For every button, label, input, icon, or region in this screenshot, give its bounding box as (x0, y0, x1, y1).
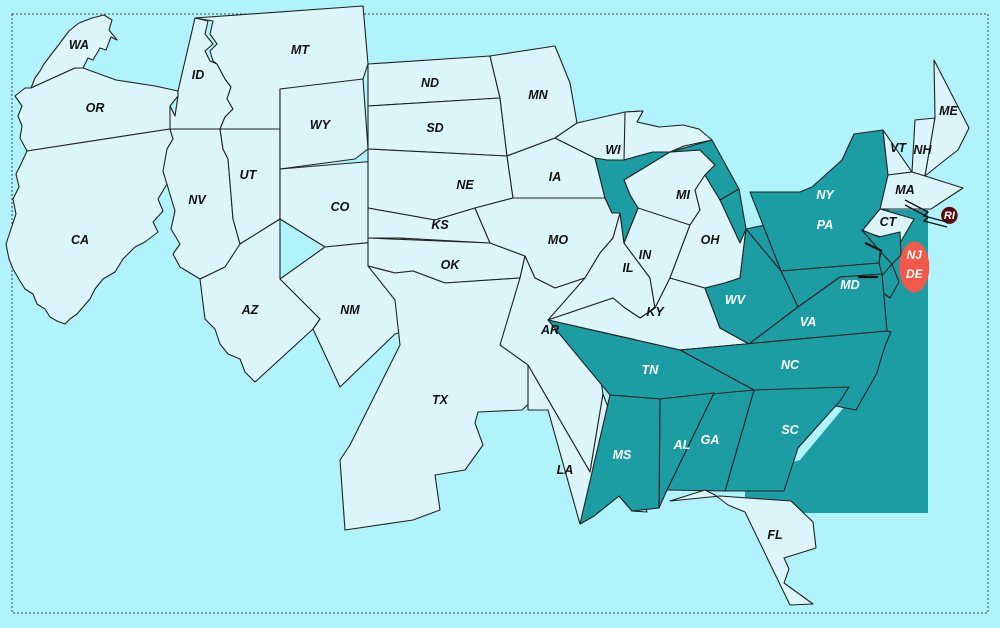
svg-text:OR: OR (86, 101, 105, 115)
svg-text:UT: UT (240, 168, 258, 182)
svg-text:SC: SC (781, 423, 799, 437)
svg-text:NJ: NJ (907, 248, 923, 262)
svg-text:WY: WY (310, 118, 332, 132)
svg-text:OK: OK (441, 258, 461, 272)
svg-text:GA: GA (701, 433, 720, 447)
svg-text:NC: NC (781, 358, 800, 372)
svg-text:NM: NM (340, 303, 360, 317)
svg-text:AZ: AZ (241, 303, 260, 317)
svg-text:CO: CO (331, 200, 350, 214)
svg-text:CA: CA (71, 233, 89, 247)
svg-text:MI: MI (676, 188, 690, 202)
svg-text:VA: VA (800, 315, 816, 329)
svg-text:PA: PA (817, 218, 833, 232)
svg-text:OH: OH (701, 233, 721, 247)
svg-text:MN: MN (528, 88, 548, 102)
svg-text:WA: WA (69, 38, 89, 52)
svg-text:ID: ID (192, 68, 205, 82)
svg-text:MT: MT (291, 43, 310, 57)
svg-text:IA: IA (549, 170, 562, 184)
svg-text:VT: VT (890, 141, 907, 155)
svg-text:ME: ME (939, 104, 958, 118)
svg-text:WV: WV (725, 293, 747, 307)
svg-text:LA: LA (557, 463, 574, 477)
svg-text:IL: IL (622, 261, 633, 275)
svg-text:DE: DE (906, 267, 924, 281)
svg-text:NE: NE (456, 178, 474, 192)
svg-text:NY: NY (816, 188, 835, 202)
svg-text:MO: MO (548, 233, 568, 247)
svg-text:RI: RI (944, 210, 956, 222)
svg-text:FL: FL (767, 528, 782, 542)
svg-text:MD: MD (840, 278, 859, 292)
svg-text:KS: KS (431, 218, 449, 232)
svg-text:ND: ND (421, 76, 439, 90)
svg-text:NV: NV (188, 193, 207, 207)
svg-text:TN: TN (642, 363, 660, 377)
svg-text:AL: AL (673, 438, 691, 452)
svg-text:CT: CT (880, 215, 898, 229)
svg-text:WI: WI (605, 143, 621, 157)
svg-text:AR: AR (540, 323, 559, 337)
svg-text:NH: NH (913, 143, 932, 157)
svg-text:TX: TX (432, 393, 449, 407)
svg-text:IN: IN (639, 248, 652, 262)
svg-text:MA: MA (895, 183, 914, 197)
svg-text:SD: SD (426, 121, 443, 135)
svg-text:KY: KY (646, 305, 665, 319)
svg-text:MS: MS (613, 448, 632, 462)
